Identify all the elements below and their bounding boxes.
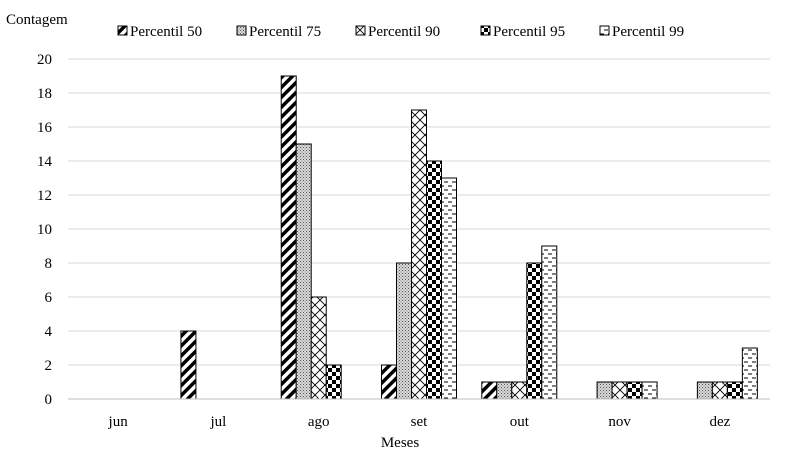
- bar-percentil-95-dez: [726, 381, 743, 400]
- bars: [180, 75, 758, 400]
- bar-percentil-99-dez: [741, 347, 758, 400]
- legend: Percentil 50 Percentil 75 Percentil 90 Perc…: [117, 24, 684, 40]
- y-tick-label: 10: [37, 222, 52, 238]
- y-tick-label: 2: [45, 358, 53, 374]
- y-tick-label: 14: [37, 154, 53, 170]
- bar-percentil-50-out: [481, 381, 498, 400]
- legend-label: Percentil 90: [368, 24, 440, 40]
- bar-percentil-95-out: [526, 262, 543, 400]
- bar-percentil-95-set: [426, 160, 442, 400]
- legend-swatch: [117, 25, 128, 36]
- bar-percentil-99-out: [541, 245, 558, 400]
- legend-swatch: [236, 25, 247, 36]
- y-tick-label: 12: [37, 188, 52, 204]
- x-tick-label: out: [510, 414, 530, 430]
- bar-percentil-99-nov: [641, 381, 658, 400]
- y-tick-label: 0: [45, 392, 53, 408]
- y-tick-label: 20: [37, 52, 52, 68]
- bar-percentil-90-out: [511, 381, 528, 400]
- bar-percentil-50-set: [381, 364, 397, 400]
- bar-percentil-99-set: [441, 177, 457, 400]
- y-tick-label: 4: [45, 324, 53, 340]
- bar-percentil-90-nov: [611, 381, 628, 400]
- x-tick-label: jun: [108, 414, 129, 430]
- bar-percentil-50-ago: [280, 75, 297, 400]
- bar-percentil-90-ago: [310, 296, 327, 400]
- bar-percentil-50-jul: [180, 330, 197, 400]
- legend-label: Percentil 95: [493, 24, 565, 40]
- bar-percentil-75-ago: [295, 143, 312, 400]
- y-tick-label: 6: [45, 290, 53, 306]
- x-tick-label: jul: [210, 414, 227, 430]
- bar-percentil-95-ago: [325, 364, 342, 400]
- legend-swatch: [599, 25, 610, 36]
- y-tick-labels: 0 2 4 6 8 10 12 14 16 18 20: [37, 52, 53, 408]
- x-tick-label: dez: [709, 414, 730, 430]
- y-axis-label: Contagem: [6, 12, 68, 28]
- bar-percentil-75-set: [396, 262, 412, 400]
- x-tick-labels: jun jul ago set out nov dez: [108, 414, 731, 430]
- x-axis-label: Meses: [381, 435, 419, 451]
- y-tick-label: 16: [37, 120, 53, 136]
- x-tick-label: set: [411, 414, 428, 430]
- bar-percentil-90-dez: [711, 381, 728, 400]
- legend-label: Percentil 75: [249, 24, 321, 40]
- legend-label: Percentil 50: [130, 24, 202, 40]
- y-tick-label: 18: [37, 86, 52, 102]
- x-tick-label: ago: [308, 414, 330, 430]
- legend-label: Percentil 99: [612, 24, 684, 40]
- bar-percentil-75-nov: [596, 381, 613, 400]
- x-tick-label: nov: [608, 414, 631, 430]
- y-tick-label: 8: [45, 256, 53, 272]
- bar-percentil-95-nov: [626, 381, 643, 400]
- legend-swatch: [355, 25, 366, 36]
- legend-swatch: [480, 25, 491, 36]
- bar-percentil-75-out: [496, 381, 513, 400]
- bar-percentil-75-dez: [696, 381, 713, 400]
- bar-percentil-90-set: [411, 109, 427, 400]
